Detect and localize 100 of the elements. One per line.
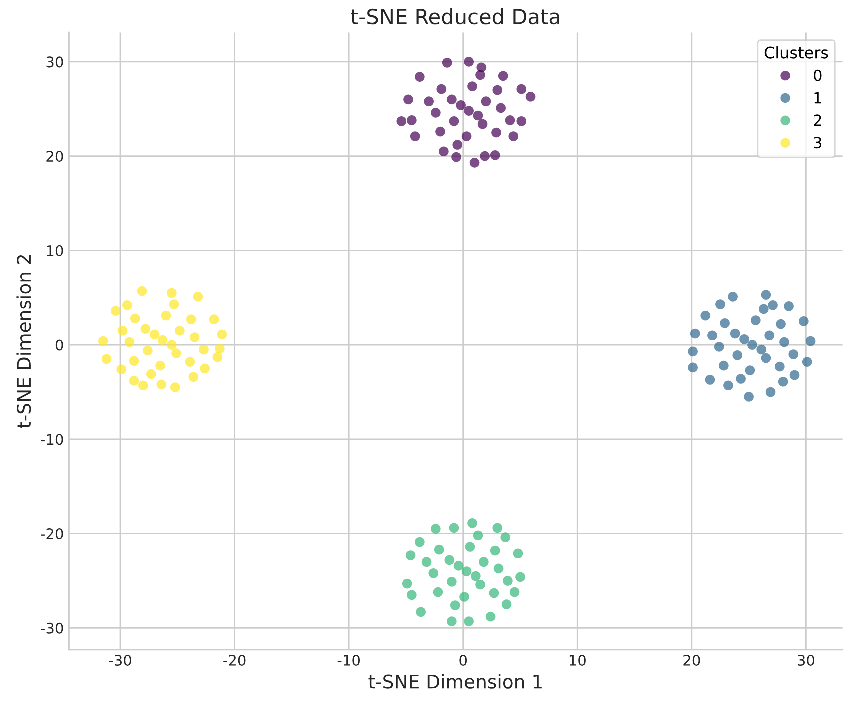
x-axis-title: t-SNE Dimension 1 — [368, 674, 542, 689]
point — [780, 337, 790, 348]
point — [199, 344, 209, 355]
point — [788, 350, 799, 360]
point — [433, 587, 444, 598]
point — [490, 150, 500, 160]
point — [462, 132, 472, 142]
point — [460, 592, 470, 602]
point — [751, 316, 761, 326]
point — [492, 523, 503, 534]
point — [407, 590, 417, 600]
point — [464, 57, 474, 67]
point — [102, 354, 112, 364]
point — [486, 612, 496, 622]
point — [732, 350, 743, 360]
point — [720, 318, 730, 328]
point — [200, 364, 210, 374]
point — [116, 364, 127, 374]
x-tick-label: 20 — [684, 654, 700, 666]
point — [473, 110, 484, 121]
point — [98, 336, 108, 346]
point — [730, 328, 740, 339]
point — [740, 334, 750, 344]
point — [802, 357, 812, 367]
point — [464, 106, 474, 116]
point — [156, 380, 167, 390]
point — [465, 542, 476, 552]
point — [490, 546, 500, 556]
y-tick-label: 30 — [46, 56, 64, 68]
point — [439, 146, 449, 157]
point — [447, 94, 457, 105]
point — [172, 348, 182, 358]
point — [122, 300, 132, 310]
x-tick-label: 0 — [460, 654, 468, 666]
legend-label: 1 — [814, 92, 822, 104]
point — [129, 376, 140, 386]
point — [415, 72, 425, 82]
point — [436, 126, 446, 137]
point — [428, 568, 439, 578]
y-tick-label: -10 — [41, 434, 64, 446]
point — [745, 366, 756, 376]
point — [431, 108, 441, 118]
point — [776, 319, 786, 330]
point — [468, 518, 478, 528]
point — [143, 346, 153, 356]
point — [492, 85, 503, 96]
point — [480, 151, 490, 162]
point — [744, 392, 754, 402]
point — [161, 310, 172, 321]
y-tick-label: 20 — [46, 151, 64, 162]
point — [217, 330, 228, 340]
y-tick-label: -30 — [41, 622, 64, 634]
point — [489, 588, 500, 598]
legend-label: 0 — [814, 70, 822, 82]
x-tick-label: 10 — [570, 654, 586, 666]
point — [479, 557, 489, 568]
point — [476, 580, 486, 590]
point — [170, 382, 180, 392]
point — [450, 600, 460, 610]
chart-title: t-SNE Reduced Data — [351, 8, 560, 25]
point — [212, 352, 223, 362]
point — [806, 336, 816, 346]
point — [188, 372, 199, 382]
x-tick-label: 30 — [798, 654, 815, 666]
y-tick-label: 0 — [56, 340, 64, 351]
point — [799, 316, 809, 326]
y-tick-label: 10 — [47, 245, 64, 256]
point — [140, 324, 151, 334]
y-tick-label: -20 — [41, 528, 64, 540]
y-axis-title: t-SNE Dimension 2 — [16, 255, 32, 428]
point — [404, 94, 414, 105]
point — [431, 524, 441, 534]
point — [436, 84, 447, 94]
point — [688, 362, 698, 373]
point — [464, 616, 474, 626]
point — [790, 370, 800, 380]
point — [716, 300, 726, 310]
point — [526, 92, 536, 102]
point — [156, 360, 166, 371]
point — [449, 116, 460, 126]
point — [150, 330, 160, 340]
point — [190, 332, 200, 342]
point — [442, 58, 452, 68]
point — [516, 116, 527, 126]
point — [130, 314, 140, 324]
point — [175, 326, 185, 336]
point — [500, 532, 511, 542]
point — [503, 576, 513, 586]
point — [505, 116, 516, 126]
point — [407, 116, 417, 126]
point — [138, 380, 148, 391]
point — [719, 360, 729, 371]
point — [452, 152, 462, 162]
point — [768, 300, 778, 310]
point — [452, 140, 463, 150]
point — [124, 337, 135, 348]
point — [513, 548, 524, 559]
point — [688, 346, 698, 357]
point — [714, 342, 724, 352]
point — [146, 369, 156, 380]
